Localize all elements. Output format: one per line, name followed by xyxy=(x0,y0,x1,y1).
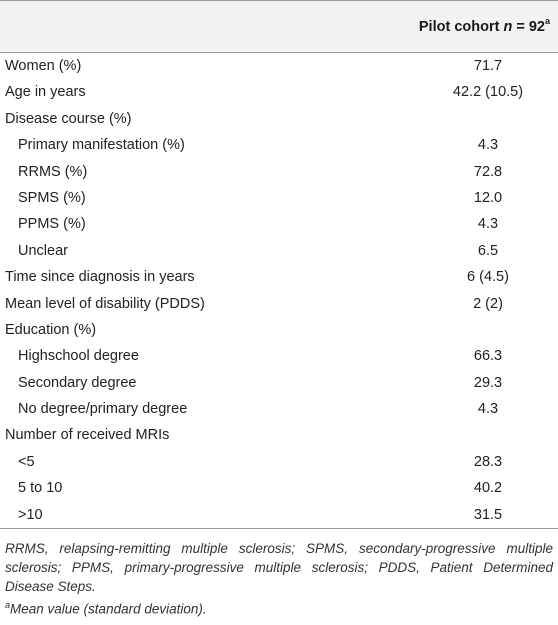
table-row: Women (%) 71.7 xyxy=(0,53,558,79)
row-value: 66.3 xyxy=(473,348,503,365)
row-label: No degree/primary degree xyxy=(18,401,188,418)
table-row: SPMS (%) 12.0 xyxy=(0,185,558,211)
footnote-abbreviations: RRMS, relapsing-remitting multiple scler… xyxy=(5,541,553,595)
row-value: 31.5 xyxy=(473,506,503,523)
table-footnotes: RRMS, relapsing-remitting multiple scler… xyxy=(0,529,558,619)
table-row: Primary manifestation (%) 4.3 xyxy=(0,132,558,158)
row-value: 29.3 xyxy=(473,374,503,391)
table-row: Age in years 42.2 (10.5) xyxy=(0,79,558,105)
row-label: RRMS (%) xyxy=(18,163,88,180)
table-row: Disease course (%) xyxy=(0,106,558,132)
table-row: RRMS (%) 72.8 xyxy=(0,159,558,185)
table-row: Secondary degree 29.3 xyxy=(0,370,558,396)
table-row: <5 28.3 xyxy=(0,449,558,475)
row-label: Age in years xyxy=(5,84,86,101)
table-row: Education (%) xyxy=(0,317,558,343)
table-row: Number of received MRIs xyxy=(0,422,558,448)
column-header-pilot-cohort: Pilot cohort n = 92a xyxy=(418,16,550,35)
row-label: PPMS (%) xyxy=(18,216,86,233)
table-row: Mean level of disability (PDDS) 2 (2) xyxy=(0,291,558,317)
table-row: No degree/primary degree 4.3 xyxy=(0,396,558,422)
footnote-a: aMean value (standard deviation). xyxy=(5,596,553,619)
table-header: Pilot cohort n = 92a xyxy=(0,0,558,53)
row-label: Time since diagnosis in years xyxy=(5,269,195,286)
row-value: 4.3 xyxy=(477,401,499,418)
row-value: 72.8 xyxy=(473,163,503,180)
row-label: Unclear xyxy=(18,242,68,259)
row-value: 2 (2) xyxy=(473,295,503,312)
row-label: Primary manifestation (%) xyxy=(18,137,185,154)
row-label: Mean level of disability (PDDS) xyxy=(5,295,205,312)
row-label: <5 xyxy=(18,453,35,470)
table-row: PPMS (%) 4.3 xyxy=(0,211,558,237)
row-label: Number of received MRIs xyxy=(5,427,170,444)
row-value: 40.2 xyxy=(473,480,503,497)
table-row: >10 31.5 xyxy=(0,502,558,528)
row-label: >10 xyxy=(18,506,43,523)
table-body: Women (%) 71.7 Age in years 42.2 (10.5) Dise… xyxy=(0,53,558,528)
footnote-a-text: Mean value (standard deviation). xyxy=(10,601,207,617)
row-value: 4.3 xyxy=(477,216,499,233)
row-value: 28.3 xyxy=(473,453,503,470)
row-value: 71.7 xyxy=(473,58,503,74)
row-value: 6.5 xyxy=(477,242,499,259)
row-label: Secondary degree xyxy=(18,374,137,391)
table-row: Time since diagnosis in years 6 (4.5) xyxy=(0,264,558,290)
footnote-a-mark: a xyxy=(5,600,11,611)
row-label: Highschool degree xyxy=(18,348,139,365)
table-row: Unclear 6.5 xyxy=(0,238,558,264)
table-row: 5 to 10 40.2 xyxy=(0,475,558,501)
row-value: 6 (4.5) xyxy=(467,269,509,286)
row-value: 42.2 (10.5) xyxy=(452,84,524,101)
table-row: Highschool degree 66.3 xyxy=(0,343,558,369)
row-label: SPMS (%) xyxy=(18,189,86,206)
row-label: Women (%) xyxy=(5,58,82,74)
row-label: Disease course (%) xyxy=(5,110,132,127)
row-label: 5 to 10 xyxy=(18,480,63,497)
row-label: Education (%) xyxy=(5,321,97,338)
table-bottom-rule xyxy=(0,528,558,530)
row-value: 12.0 xyxy=(473,189,503,206)
row-value: 4.3 xyxy=(477,137,499,154)
